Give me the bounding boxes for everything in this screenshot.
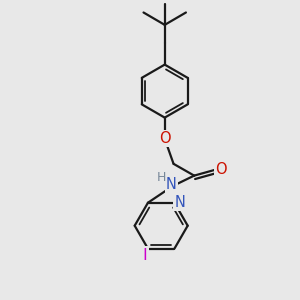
Text: O: O bbox=[159, 131, 170, 146]
Text: N: N bbox=[174, 195, 185, 210]
Text: H: H bbox=[157, 171, 167, 184]
Text: N: N bbox=[166, 177, 177, 192]
Text: I: I bbox=[142, 248, 147, 262]
Text: O: O bbox=[215, 162, 226, 177]
